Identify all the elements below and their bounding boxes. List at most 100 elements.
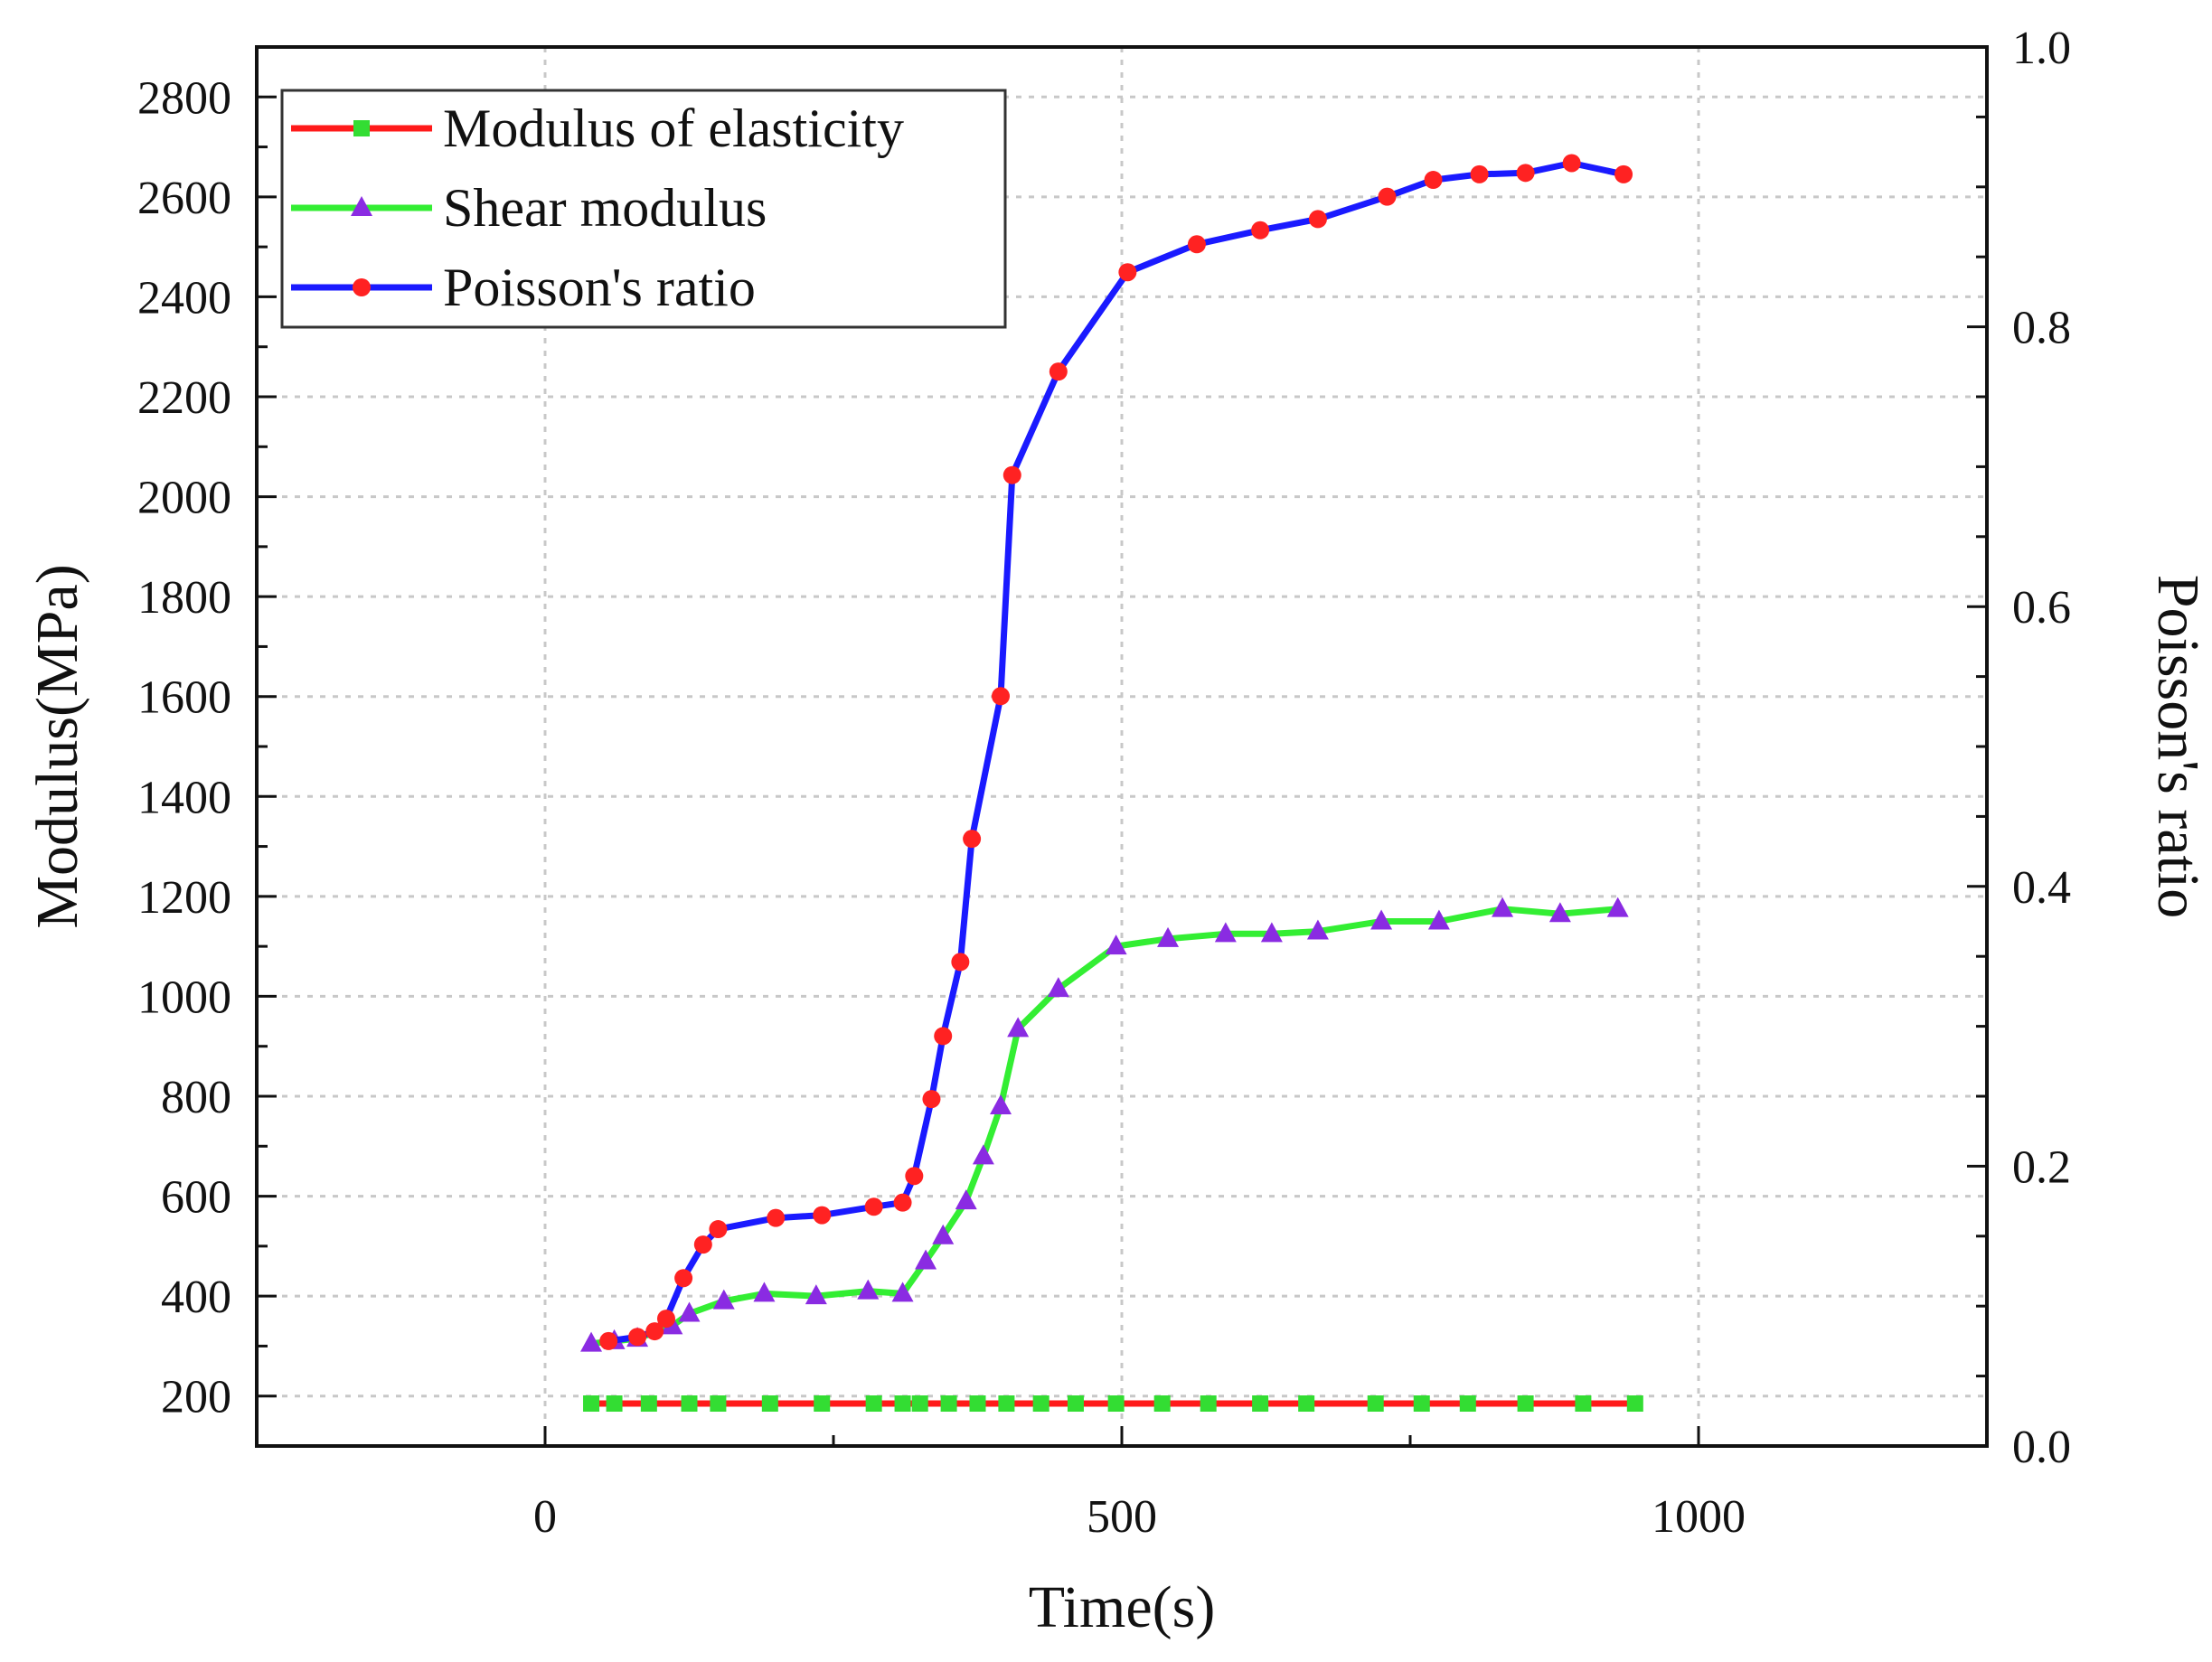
y-tick-label: 1600	[137, 672, 231, 724]
data-point	[992, 687, 1011, 706]
data-point	[628, 1328, 647, 1347]
data-point	[1002, 465, 1021, 484]
data-point	[1424, 171, 1443, 190]
data-point	[1032, 1395, 1050, 1413]
data-point	[709, 1220, 728, 1239]
data-point	[814, 1395, 831, 1413]
series-layer	[580, 154, 1643, 1413]
data-point	[1252, 1395, 1269, 1413]
x-tick-label: 0	[533, 1491, 557, 1543]
data-point	[1548, 902, 1571, 923]
data-point	[865, 1395, 882, 1413]
data-point	[891, 1282, 914, 1302]
data-point	[1251, 221, 1270, 239]
data-point	[940, 1395, 957, 1413]
data-point	[1492, 897, 1514, 917]
data-point	[1047, 977, 1069, 998]
data-point	[1427, 909, 1450, 930]
y-tick-label: 1400	[137, 772, 231, 823]
data-point	[1049, 362, 1068, 381]
data-point	[972, 1144, 994, 1165]
data-point	[857, 1279, 880, 1300]
data-point	[1378, 187, 1397, 206]
data-point	[606, 1395, 623, 1413]
y-tick-label: 2600	[137, 173, 231, 224]
data-point	[1367, 1395, 1384, 1413]
data-point	[955, 1189, 977, 1210]
legend-label: Shear modulus	[443, 178, 767, 238]
y2-tick-label: 0.2	[2012, 1141, 2071, 1193]
data-point	[813, 1206, 832, 1225]
data-point	[915, 1249, 937, 1270]
data-point	[1306, 919, 1329, 940]
y-tick-label: 2000	[137, 473, 231, 524]
data-point	[1606, 897, 1629, 917]
data-point	[645, 1322, 664, 1341]
data-point	[1459, 1395, 1476, 1413]
data-point	[963, 830, 982, 849]
data-point	[911, 1395, 928, 1413]
y-tick-label: 600	[161, 1172, 231, 1224]
y2-tick-label: 1.0	[2012, 23, 2071, 74]
data-point	[1260, 922, 1283, 943]
data-point	[599, 1331, 618, 1350]
data-point	[678, 1301, 701, 1322]
y-tick-label: 2200	[137, 372, 231, 424]
data-point	[712, 1289, 735, 1310]
data-point	[864, 1197, 883, 1216]
legend-marker	[353, 278, 371, 296]
y2-axis-title: Poisson's ratio	[2145, 575, 2211, 918]
legend: Modulus of elasticity Shear modulus Poisso…	[280, 89, 1007, 329]
legend-marker	[353, 120, 370, 136]
data-point	[710, 1395, 727, 1413]
data-point	[990, 1094, 1012, 1115]
data-point	[998, 1395, 1015, 1413]
x-tick-label: 1000	[1652, 1491, 1746, 1543]
data-point	[1516, 164, 1535, 183]
y-tick-label: 800	[161, 1072, 231, 1123]
y-axis-title: Modulus(MPa)	[24, 564, 90, 928]
data-point	[893, 1193, 912, 1212]
data-point	[1562, 154, 1581, 173]
y2-tick-label: 0.8	[2012, 303, 2071, 354]
y-tick-label: 1000	[137, 972, 231, 1023]
data-point	[894, 1395, 911, 1413]
data-point	[656, 1310, 675, 1329]
y-tick-label: 2400	[137, 272, 231, 324]
data-point	[805, 1284, 827, 1305]
data-point	[1118, 263, 1137, 282]
y2-tick-label: 0.0	[2012, 1422, 2071, 1473]
y-tick-label: 200	[161, 1372, 231, 1423]
data-point	[922, 1090, 941, 1109]
data-point	[1105, 934, 1127, 955]
x-tick-label: 500	[1087, 1491, 1157, 1543]
data-point	[1200, 1395, 1217, 1413]
data-point	[951, 953, 970, 972]
data-point	[583, 1395, 600, 1413]
data-point	[1214, 922, 1237, 943]
data-point	[767, 1208, 786, 1227]
data-point	[1298, 1395, 1315, 1413]
data-point	[1153, 1395, 1171, 1413]
data-point	[1308, 210, 1327, 229]
data-point	[905, 1167, 924, 1186]
data-point	[1067, 1395, 1084, 1413]
y-tick-label: 400	[161, 1272, 231, 1323]
data-point	[693, 1235, 712, 1254]
data-point	[681, 1395, 698, 1413]
y2-tick-label: 0.6	[2012, 582, 2071, 634]
data-point	[1626, 1395, 1643, 1413]
data-point	[934, 1027, 953, 1046]
data-point	[640, 1395, 657, 1413]
y-tick-label: 2800	[137, 72, 231, 124]
x-axis-title: Time(s)	[1029, 1574, 1216, 1640]
legend-marker	[351, 196, 372, 216]
y-tick-label: 1200	[137, 872, 231, 924]
data-point	[580, 1331, 603, 1352]
data-point	[1157, 926, 1180, 947]
y2-tick-label: 0.4	[2012, 862, 2071, 914]
data-point	[1517, 1395, 1534, 1413]
axes: 0 500 1000 200 400 600 800 1000 1200 1400 1600 1800…	[137, 23, 2071, 1543]
plot-frame	[255, 45, 1989, 1448]
data-point	[1007, 1017, 1030, 1038]
